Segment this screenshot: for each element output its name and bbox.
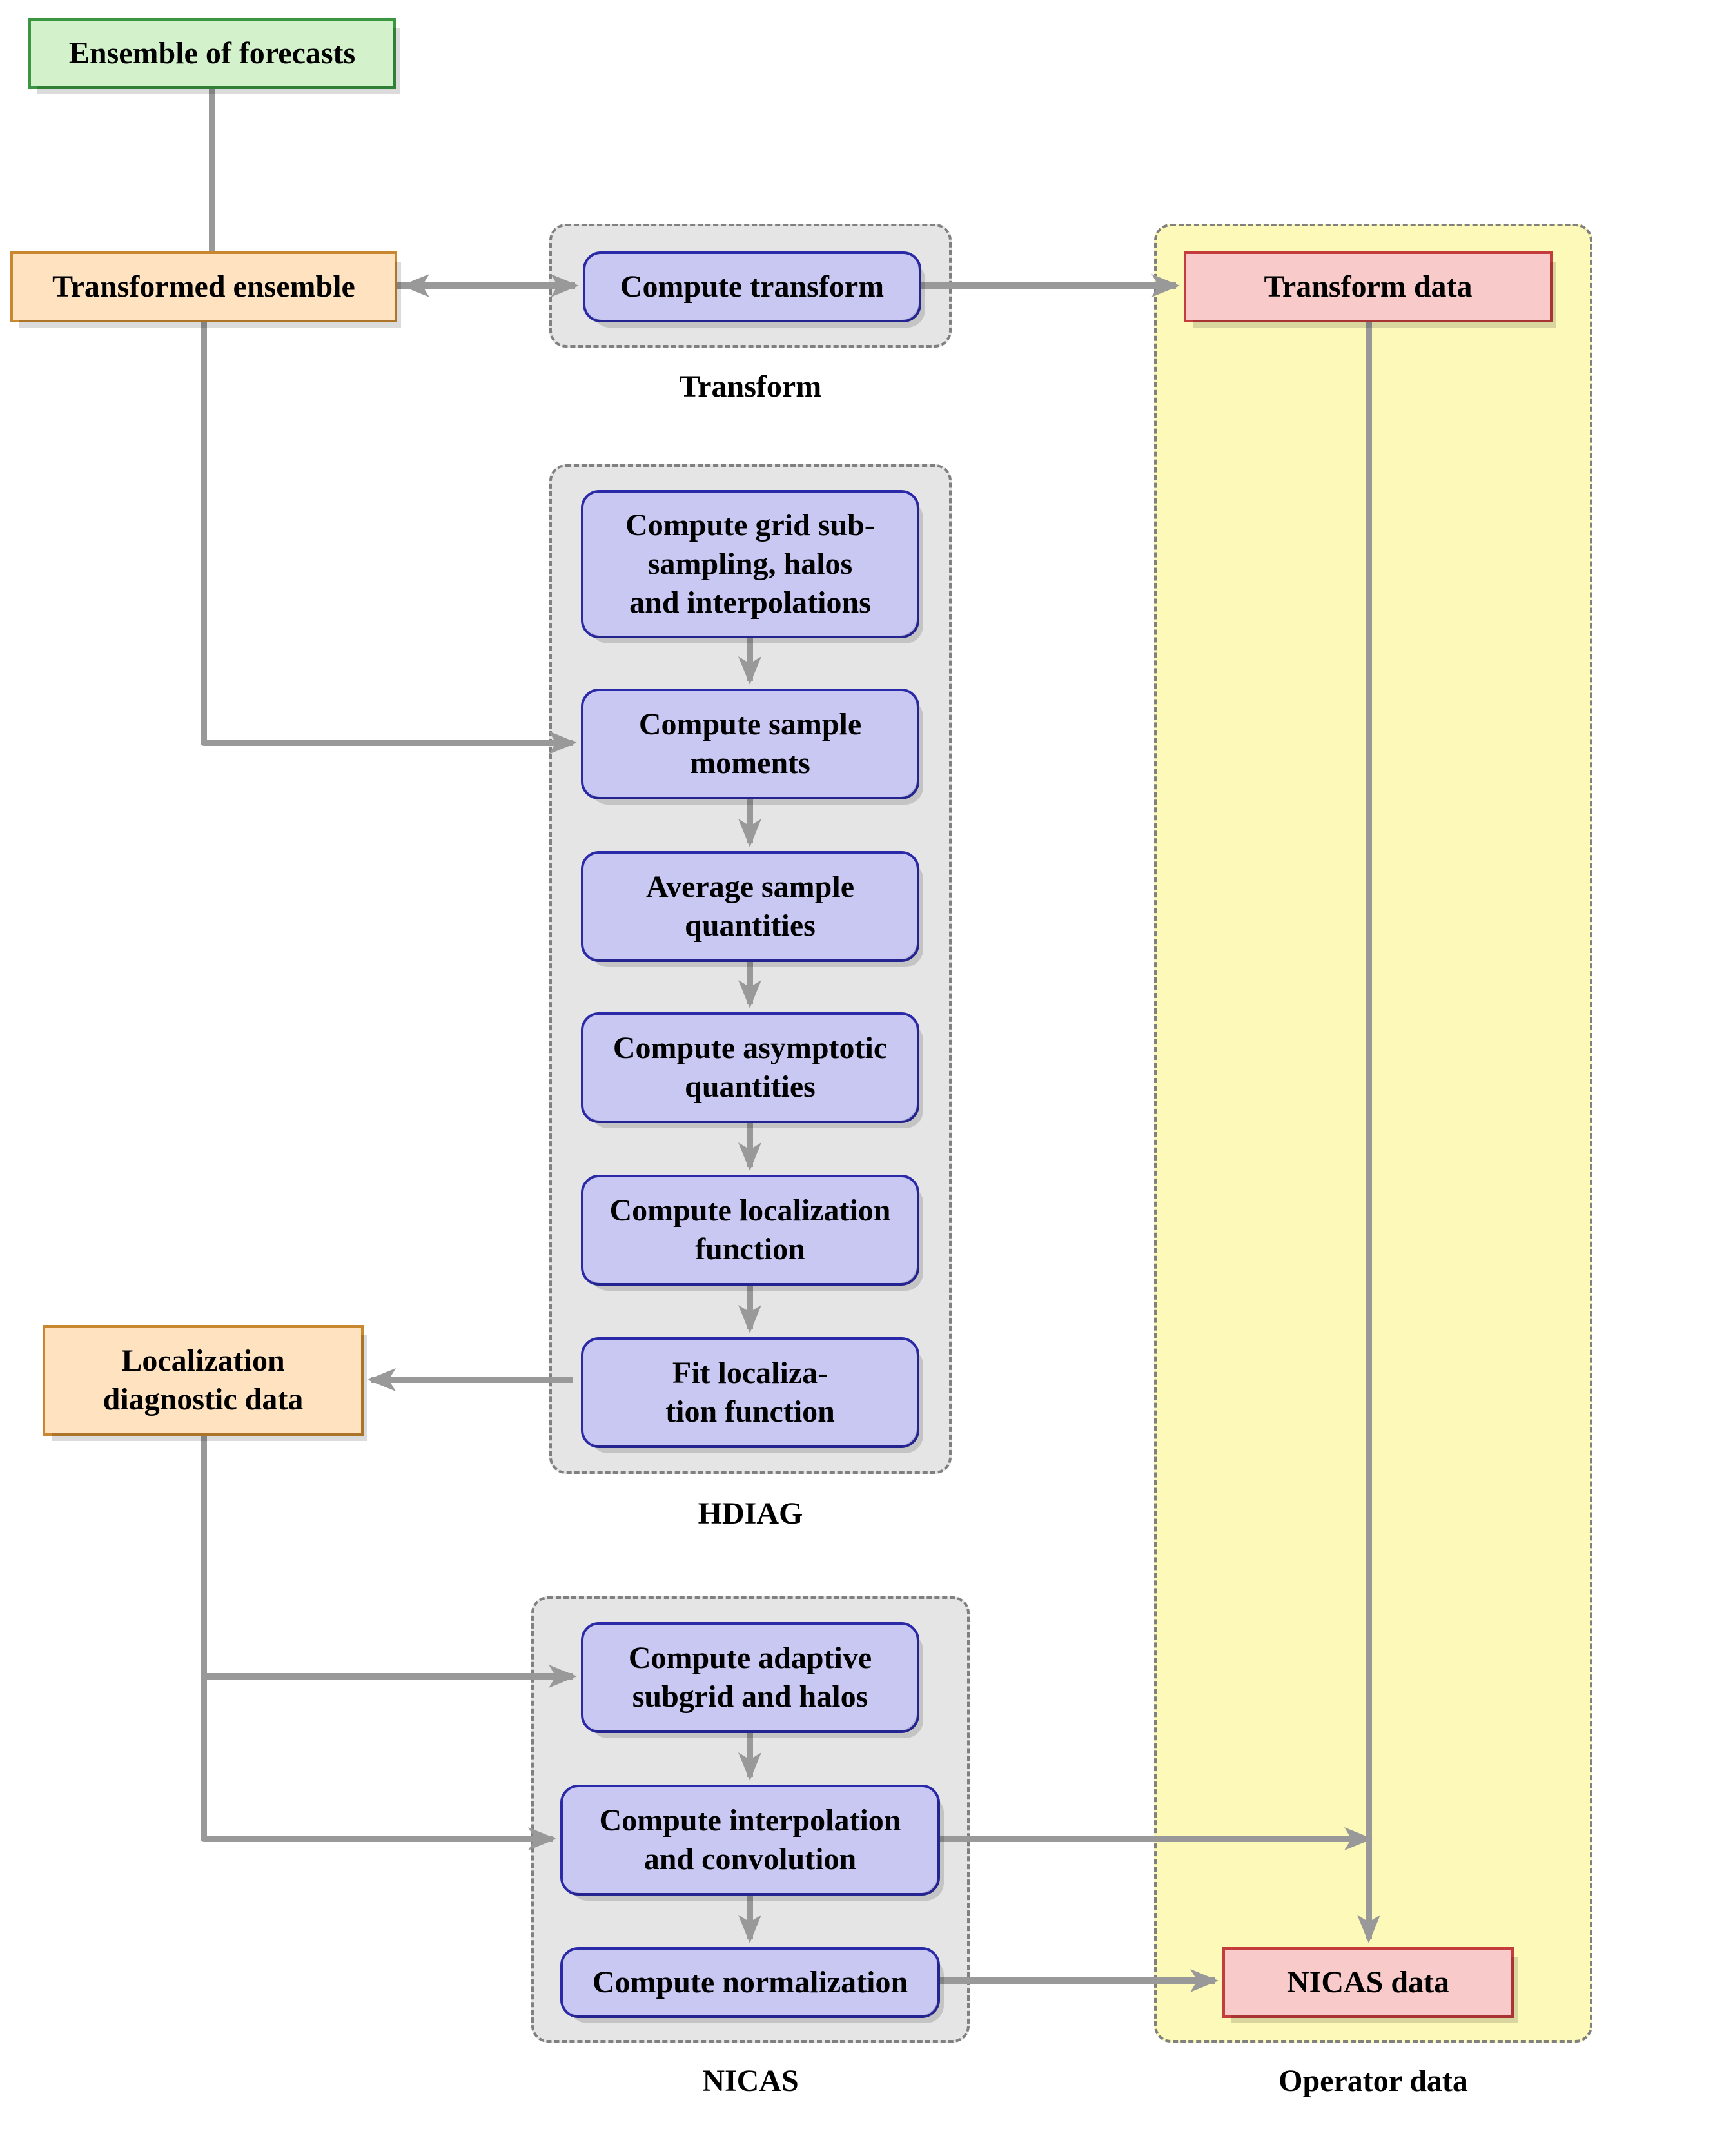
node-nicas_data: NICAS data xyxy=(1222,1947,1514,2018)
node-fitloc: Fit localiza-tion function xyxy=(581,1337,919,1448)
node-ensemble: Ensemble of forecasts xyxy=(28,18,396,89)
node-label-nicas_data: NICAS data xyxy=(1287,1963,1449,2002)
node-comp_tr: Compute transform xyxy=(583,251,921,322)
node-label-adaptive: Compute adaptivesubgrid and halos xyxy=(629,1639,872,1716)
node-label-trans_ens: Transformed ensemble xyxy=(52,268,355,306)
group-label-g_nicas: NICAS xyxy=(531,2063,970,2099)
node-moments: Compute samplemoments xyxy=(581,689,919,799)
node-label-grid_sub: Compute grid sub-sampling, halosand inte… xyxy=(625,506,875,622)
node-label-loc_diag: Localizationdiagnostic data xyxy=(103,1342,304,1419)
node-avg_q: Average samplequantities xyxy=(581,851,919,962)
node-normal: Compute normalization xyxy=(560,1947,940,2018)
group-label-g_hdiag: HDIAG xyxy=(549,1496,952,1531)
node-interp: Compute interpolationand convolution xyxy=(560,1785,940,1896)
node-trans_ens: Transformed ensemble xyxy=(10,251,397,322)
arrow-3 xyxy=(204,322,573,743)
node-label-trans_data: Transform data xyxy=(1264,268,1472,306)
node-label-comp_tr: Compute transform xyxy=(620,268,884,306)
arrow-10 xyxy=(204,1436,573,1676)
node-loc_diag: Localizationdiagnostic data xyxy=(43,1325,364,1436)
node-label-locfun: Compute localizationfunction xyxy=(610,1191,891,1269)
node-label-normal: Compute normalization xyxy=(593,1963,908,2002)
node-label-avg_q: Average samplequantities xyxy=(646,868,854,945)
node-locfun: Compute localizationfunction xyxy=(581,1175,919,1286)
group-label-g_trans: Transform xyxy=(549,369,952,404)
node-adaptive: Compute adaptivesubgrid and halos xyxy=(581,1622,919,1733)
node-label-interp: Compute interpolationand convolution xyxy=(600,1801,901,1879)
node-trans_data: Transform data xyxy=(1184,251,1553,322)
node-grid_sub: Compute grid sub-sampling, halosand inte… xyxy=(581,490,919,638)
arrow-11 xyxy=(204,1676,553,1839)
node-label-moments: Compute samplemoments xyxy=(639,705,861,783)
node-label-asymp: Compute asymptoticquantities xyxy=(613,1029,887,1106)
node-asymp: Compute asymptoticquantities xyxy=(581,1012,919,1123)
node-label-ensemble: Ensemble of forecasts xyxy=(69,34,355,73)
group-label-g_op: Operator data xyxy=(1154,2063,1592,2099)
node-label-fitloc: Fit localiza-tion function xyxy=(665,1354,835,1431)
